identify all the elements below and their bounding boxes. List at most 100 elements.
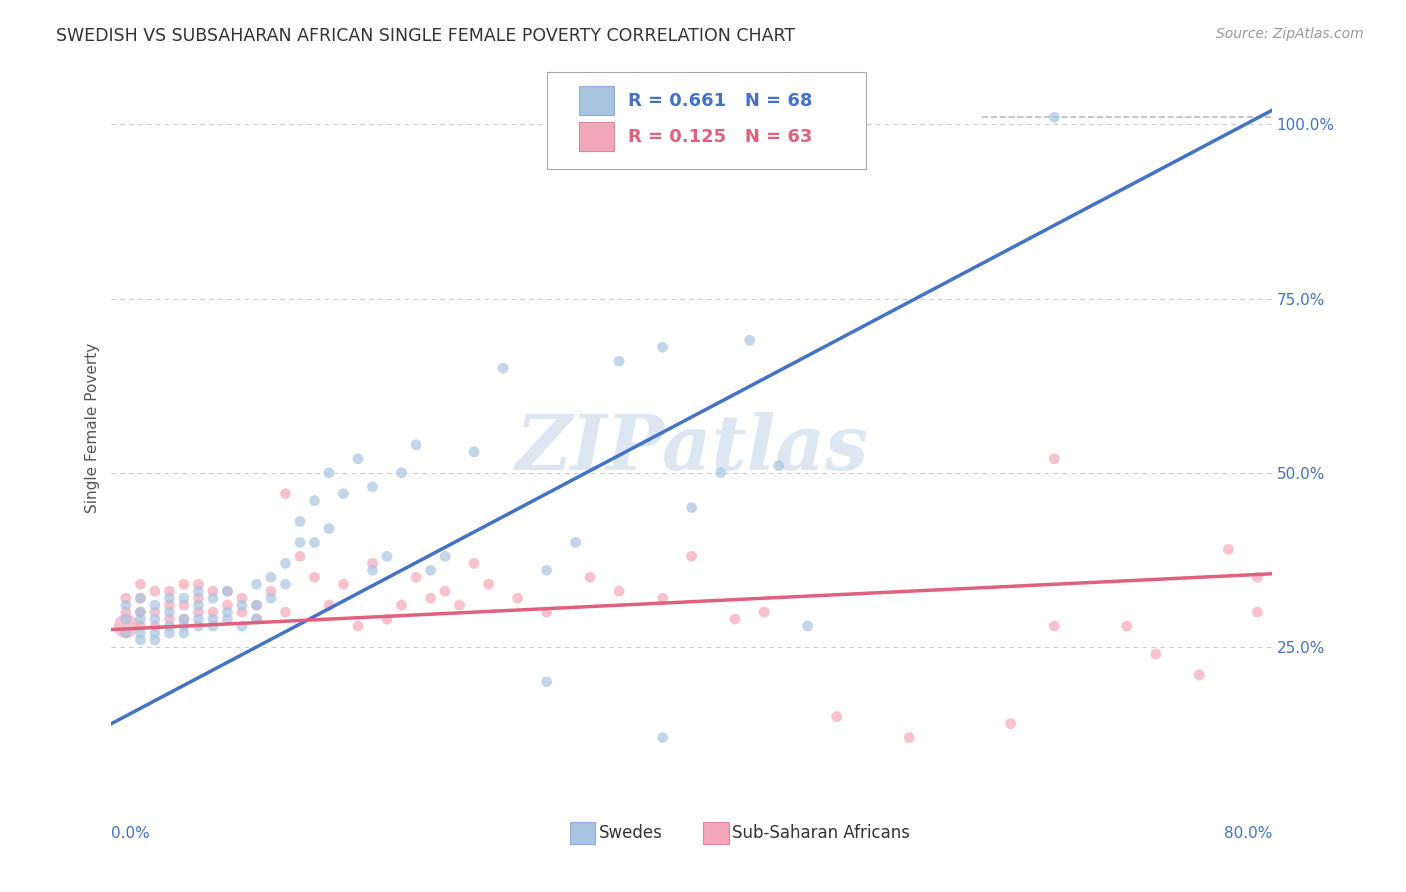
Point <box>217 598 239 612</box>
Point <box>129 626 152 640</box>
FancyBboxPatch shape <box>569 822 595 844</box>
Point <box>449 598 471 612</box>
Point <box>260 584 283 599</box>
Point <box>564 535 586 549</box>
Point <box>143 612 166 626</box>
Point <box>143 626 166 640</box>
Point <box>1188 668 1211 682</box>
Point <box>536 674 558 689</box>
Point <box>245 577 267 591</box>
Point <box>898 731 921 745</box>
FancyBboxPatch shape <box>703 822 728 844</box>
Point <box>304 493 326 508</box>
Point <box>375 549 398 564</box>
Point <box>318 521 340 535</box>
Point <box>463 557 485 571</box>
Point <box>159 612 181 626</box>
Point <box>477 577 499 591</box>
Point <box>173 598 195 612</box>
Point <box>419 563 441 577</box>
Point <box>681 500 703 515</box>
Text: SWEDISH VS SUBSAHARAN AFRICAN SINGLE FEMALE POVERTY CORRELATION CHART: SWEDISH VS SUBSAHARAN AFRICAN SINGLE FEM… <box>56 27 796 45</box>
Point <box>173 612 195 626</box>
Point <box>260 591 283 606</box>
Point <box>115 605 138 619</box>
Point <box>245 598 267 612</box>
Point <box>1218 542 1240 557</box>
Point <box>391 466 413 480</box>
Point <box>347 451 370 466</box>
Point <box>651 731 673 745</box>
Point <box>607 584 630 599</box>
Point <box>681 549 703 564</box>
Point <box>405 438 427 452</box>
Point <box>768 458 790 473</box>
Point <box>1115 619 1137 633</box>
Point <box>187 584 209 599</box>
Point <box>463 445 485 459</box>
Point <box>143 633 166 648</box>
Point <box>143 598 166 612</box>
Point <box>115 626 138 640</box>
Point <box>231 598 253 612</box>
Point <box>231 605 253 619</box>
Point <box>796 619 818 633</box>
Point <box>274 605 297 619</box>
Point <box>129 633 152 648</box>
Point <box>159 598 181 612</box>
Point <box>318 598 340 612</box>
Text: R = 0.125   N = 63: R = 0.125 N = 63 <box>628 128 813 145</box>
Point <box>129 605 152 619</box>
Point <box>434 549 457 564</box>
Point <box>129 605 152 619</box>
Point <box>332 577 354 591</box>
Point <box>173 591 195 606</box>
Point <box>143 619 166 633</box>
Point <box>187 598 209 612</box>
Text: Swedes: Swedes <box>599 824 662 842</box>
Point <box>159 626 181 640</box>
Text: 0.0%: 0.0% <box>111 826 150 841</box>
Point <box>187 591 209 606</box>
Point <box>217 612 239 626</box>
Point <box>159 619 181 633</box>
Point <box>159 591 181 606</box>
Point <box>115 598 138 612</box>
Point <box>361 563 384 577</box>
Point <box>217 605 239 619</box>
Point <box>231 619 253 633</box>
Point <box>651 591 673 606</box>
Point <box>1000 716 1022 731</box>
Point <box>187 605 209 619</box>
Point <box>173 612 195 626</box>
Point <box>391 598 413 612</box>
Point <box>754 605 776 619</box>
Point <box>260 570 283 584</box>
Point <box>129 577 152 591</box>
Point <box>201 619 224 633</box>
Point <box>1043 451 1066 466</box>
FancyBboxPatch shape <box>547 72 866 169</box>
Point <box>607 354 630 368</box>
Point <box>536 605 558 619</box>
Point <box>288 549 311 564</box>
Point <box>129 619 152 633</box>
Point <box>288 535 311 549</box>
Point <box>288 515 311 529</box>
Point <box>405 570 427 584</box>
Point <box>231 591 253 606</box>
Point <box>143 605 166 619</box>
Point <box>361 480 384 494</box>
Point <box>173 626 195 640</box>
Point <box>536 563 558 577</box>
Point <box>274 557 297 571</box>
Point <box>1144 647 1167 661</box>
Point <box>201 584 224 599</box>
Point <box>375 612 398 626</box>
Point <box>187 619 209 633</box>
Point <box>579 570 602 584</box>
Text: Sub-Saharan Africans: Sub-Saharan Africans <box>733 824 910 842</box>
Point <box>738 334 761 348</box>
Point <box>129 612 152 626</box>
Point <box>115 612 138 626</box>
